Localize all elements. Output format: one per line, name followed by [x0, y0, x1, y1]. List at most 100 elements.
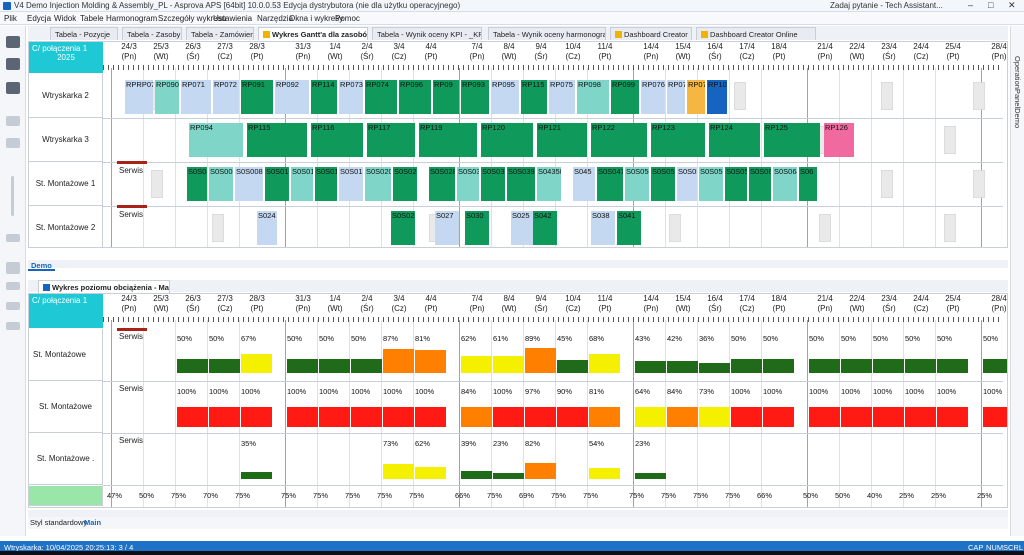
menu-item-0[interactable]: Plik: [4, 14, 17, 23]
save-icon[interactable]: [6, 36, 20, 48]
gantt-operation-bar[interactable]: RP123: [651, 123, 705, 157]
load-row-1[interactable]: St. Montażowe: [29, 381, 103, 433]
tab-1[interactable]: Tabela - Zasoby: [122, 27, 182, 40]
gantt-operation-bar[interactable]: S0S047: [597, 167, 623, 201]
gantt-operation-bar[interactable]: RP121: [537, 123, 587, 157]
resource-settings-icon[interactable]: [6, 82, 20, 94]
tab-5[interactable]: Tabela - Wynik oceny harmonogra...: [488, 27, 606, 40]
minimize-icon[interactable]: –: [968, 0, 974, 10]
gantt-operation-bar[interactable]: RP094: [189, 123, 243, 157]
gantt-operation-bar[interactable]: S0S020: [365, 167, 391, 201]
gantt-operation-bar[interactable]: RP090: [155, 80, 179, 114]
gantt-operation-bar[interactable]: RP116: [311, 123, 363, 157]
menu-item-4[interactable]: Harmonogram: [106, 14, 158, 23]
gantt-row-2[interactable]: St. Montażowe 1: [29, 162, 103, 206]
gantt-operation-bar[interactable]: S06: [799, 167, 817, 201]
maximize-icon[interactable]: □: [988, 0, 994, 10]
gantt-operation-bar[interactable]: S0S033: [457, 167, 479, 201]
gantt-operation-bar[interactable]: S0S064: [773, 167, 797, 201]
gantt-operation-bar[interactable]: S025: [511, 211, 535, 245]
gantt-operation-bar[interactable]: RP117: [367, 123, 415, 157]
gantt-operation-bar[interactable]: S0S008: [235, 167, 263, 201]
menu-item-9[interactable]: Pomoc: [335, 14, 360, 23]
gantt-operation-bar[interactable]: S0S012: [291, 167, 313, 201]
gantt-operation-bar[interactable]: S042: [533, 211, 557, 245]
gantt-operation-bar[interactable]: RP075: [549, 80, 575, 114]
gantt-operation-bar[interactable]: RP098: [577, 80, 609, 114]
layout-icon[interactable]: [6, 282, 20, 290]
gantt-operation-bar[interactable]: S045: [573, 167, 595, 201]
gantt-operation-bar[interactable]: S0S059: [725, 167, 747, 201]
schedule-settings-icon[interactable]: [6, 58, 20, 70]
filter-icon[interactable]: [6, 302, 20, 310]
close-icon[interactable]: ✕: [1008, 0, 1016, 10]
load-level-chart[interactable]: C/ połączenia 1 24/3 (Pn) 25/3 (Wt) 26/3 (Śr)…: [28, 293, 1008, 508]
menu-item-5[interactable]: Szczegóły wykresu: [158, 14, 227, 23]
tab-3[interactable]: Wykres Gantt'a dla zasobów: [258, 27, 368, 40]
gantt-operation-bar[interactable]: S0S052: [651, 167, 675, 201]
gantt-operation-bar[interactable]: RP100: [707, 80, 727, 114]
tab-4[interactable]: Tabela - Wynik oceny KPI - _KPI: [372, 27, 482, 40]
load-horizontal-scrollbar[interactable]: [28, 510, 1008, 518]
gantt-operation-bar[interactable]: RP071: [181, 80, 211, 114]
load-row-0[interactable]: St. Montażowe: [29, 329, 103, 381]
gantt-operation-bar[interactable]: S0S026: [391, 211, 415, 245]
menu-item-3[interactable]: Tabele: [80, 14, 104, 23]
gantt-operation-bar[interactable]: RP078: [687, 80, 705, 114]
menu-item-7[interactable]: Narzędzia: [257, 14, 294, 23]
gantt-operation-bar[interactable]: S0S028: [429, 167, 455, 201]
gantt-operation-bar[interactable]: S0S017: [339, 167, 363, 201]
gantt-row-3[interactable]: St. Montażowe 2: [29, 206, 103, 247]
gantt-operation-bar[interactable]: RP092: [275, 80, 309, 114]
view-icon[interactable]: [6, 322, 20, 330]
gantt-operation-bar[interactable]: S0S050: [625, 167, 649, 201]
gantt-operation-bar[interactable]: RP124: [709, 123, 760, 157]
gantt-operation-bar[interactable]: RP114: [311, 80, 337, 114]
gantt-operation-bar[interactable]: RP091: [241, 80, 273, 114]
resource-gantt-chart[interactable]: C/ połączenia 1 2025 24/3 (Pn) 25/3 (Wt) 26/…: [28, 41, 1008, 248]
gantt-operation-bar[interactable]: RP120: [481, 123, 533, 157]
gantt-operation-bar[interactable]: RP115: [521, 80, 547, 114]
gantt-operation-bar[interactable]: S04350: [537, 167, 561, 201]
gantt-operation-bar[interactable]: S0S015: [315, 167, 337, 201]
gantt-operation-bar[interactable]: RP072: [213, 80, 239, 114]
help-search-input[interactable]: Zadaj pytanie - Tech Assistant...: [830, 1, 943, 10]
operation-panel-label[interactable]: OperationPanelDemo: [1013, 56, 1022, 129]
gantt-operation-bar[interactable]: S0S062: [749, 167, 771, 201]
tab-load-chart[interactable]: Wykres poziomu obciążenia - Main: [38, 280, 170, 293]
gantt-operation-bar[interactable]: RP099: [611, 80, 639, 114]
gantt-operation-bar[interactable]: RP095: [491, 80, 519, 114]
tab-0[interactable]: Tabela - Pozycje: [50, 27, 118, 40]
gantt-operation-bar[interactable]: RP09: [433, 80, 459, 114]
gantt-operation-bar[interactable]: S0S005: [209, 167, 233, 201]
style-standard-tab[interactable]: Styl standardowy: [30, 518, 88, 527]
menu-item-1[interactable]: Edycja: [27, 14, 52, 23]
gantt-operation-bar[interactable]: RP115: [247, 123, 307, 157]
gantt-operation-bar[interactable]: RP096: [399, 80, 431, 114]
gantt-operation-bar[interactable]: RP122: [591, 123, 647, 157]
gantt-operation-bar[interactable]: S041: [617, 211, 641, 245]
tab-7[interactable]: Dashboard Creator Online: [696, 27, 816, 40]
gantt-operation-bar[interactable]: RP076: [641, 80, 665, 114]
load-row-2[interactable]: St. Montażowe .: [29, 433, 103, 485]
gantt-operation-bar[interactable]: S0S036: [481, 167, 505, 201]
gantt-operation-bar[interactable]: RP073: [339, 80, 363, 114]
menu-item-8[interactable]: Okna i wykresy: [289, 14, 344, 23]
undo-icon[interactable]: [6, 116, 20, 126]
gantt-operation-bar[interactable]: RPRP070: [125, 80, 153, 114]
gantt-operation-bar[interactable]: S0S039: [507, 167, 535, 201]
gantt-operation-bar[interactable]: S027: [435, 211, 459, 245]
gantt-row-1[interactable]: Wtryskarka 3: [29, 118, 103, 162]
gantt-operation-bar[interactable]: S0S054: [677, 167, 697, 201]
gantt-operation-bar[interactable]: S0S003: [187, 167, 207, 201]
menu-item-2[interactable]: Widok: [54, 14, 77, 23]
panel-icon[interactable]: [6, 234, 20, 242]
redo-icon[interactable]: [6, 138, 20, 148]
menu-item-6[interactable]: Ustawienia: [213, 14, 253, 23]
gantt-operation-bar[interactable]: RP126: [824, 123, 854, 157]
tab-6[interactable]: Dashboard Creator: [610, 27, 692, 40]
gantt-operation-bar[interactable]: S0S022: [393, 167, 417, 201]
gantt-operation-bar[interactable]: S038: [591, 211, 615, 245]
gantt-horizontal-scrollbar[interactable]: [28, 260, 1008, 268]
zoom-slider[interactable]: [11, 176, 14, 216]
